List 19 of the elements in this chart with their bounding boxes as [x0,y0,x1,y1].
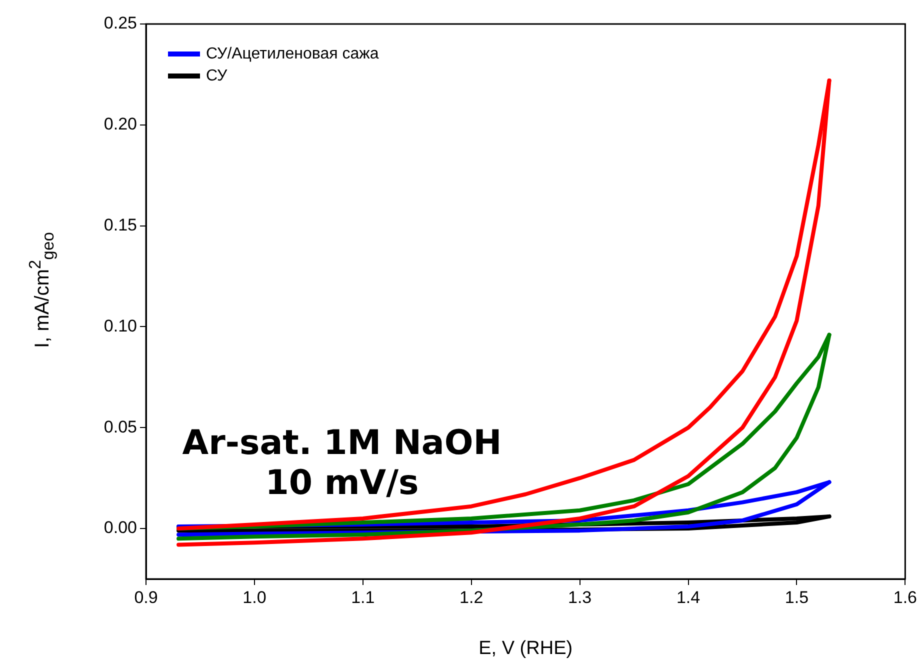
y-tick-label: 0.15 [104,216,137,235]
x-tick-label: 1.4 [676,588,700,607]
annotation: Ar-sat. 1M NaOH [182,423,502,463]
legend-label: СУ [206,67,228,84]
x-tick-label: 1.2 [460,588,484,607]
x-tick-label: 1.3 [568,588,592,607]
x-axis-title: E, V (RHE) [478,638,573,659]
x-tick-label: 1.5 [784,588,809,607]
y-tick-label: 0.10 [104,316,137,336]
x-tick-label: 1.6 [893,588,918,607]
annotation: 10 mV/s [265,463,419,503]
x-tick-label: 0.9 [134,588,158,607]
x-tick-label: 1.0 [242,588,266,607]
y-tick-label: 0.20 [104,114,137,134]
y-tick-label: 0.25 [104,14,137,33]
legend-label: СУ/Ацетиленовая сажа [206,45,379,62]
y-tick-label: 0.00 [104,518,137,538]
y-tick-label: 0.05 [104,417,137,436]
x-tick-label: 1.1 [351,588,375,607]
